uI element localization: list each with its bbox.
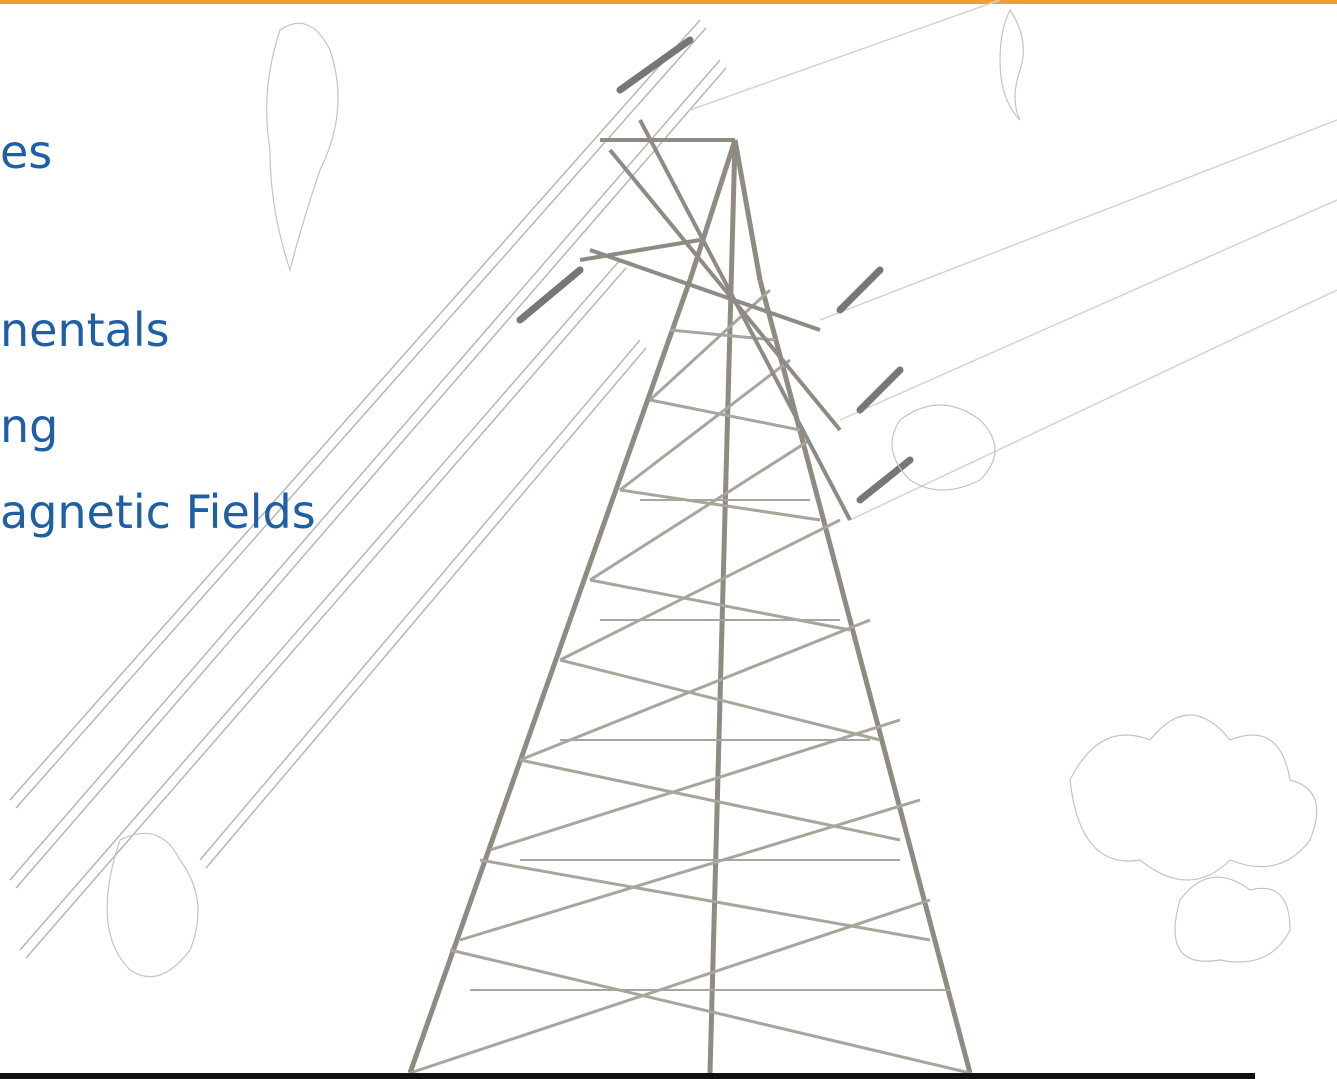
cloud-outlines (106, 8, 1318, 978)
tower-crossarms (579, 119, 852, 521)
power-lines (9, 0, 1337, 959)
insulators (516, 36, 914, 504)
top-accent-bar (0, 0, 1337, 4)
bullet-line-3: ng (0, 399, 59, 453)
bullet-line-2: nentals (0, 303, 170, 357)
bullet-line-1: es (0, 125, 53, 179)
bottom-dark-bar (0, 1073, 1255, 1079)
bullet-line-4: agnetic Fields (0, 485, 316, 539)
tower-lattice (409, 288, 971, 1075)
bottom-bar-gap (1255, 1073, 1337, 1079)
